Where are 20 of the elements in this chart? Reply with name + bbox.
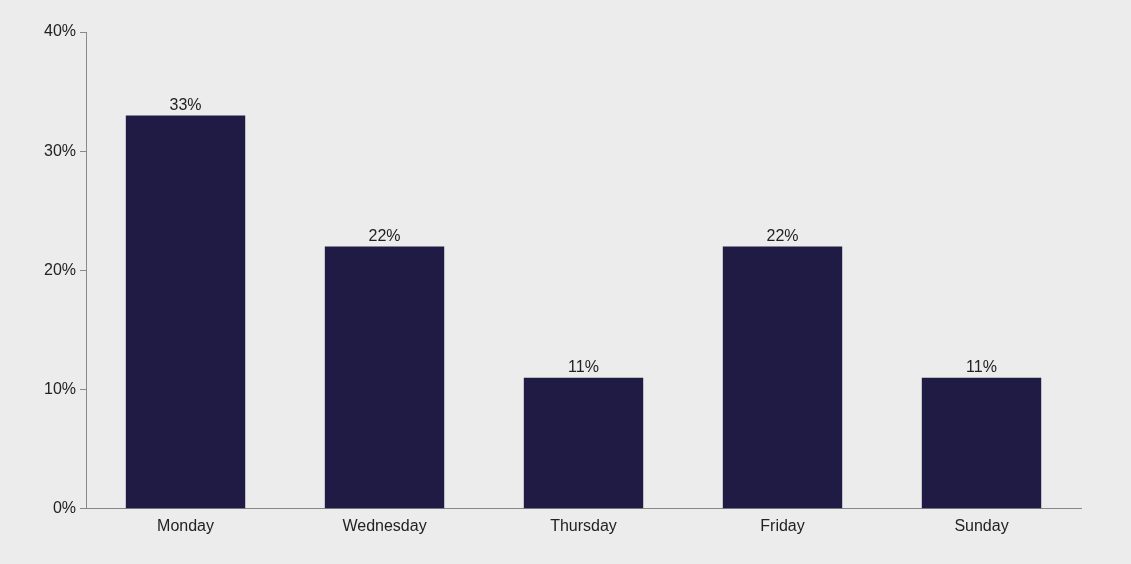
y-tick-label: 10%	[43, 380, 77, 398]
x-tick-label: Wednesday	[342, 516, 427, 534]
bar	[523, 377, 644, 509]
x-tick-label: Sunday	[954, 516, 1009, 534]
y-tick-label: 0%	[52, 499, 77, 517]
data-label: 22%	[368, 226, 401, 244]
data-label: 22%	[766, 226, 799, 244]
data-label: 33%	[169, 95, 202, 113]
bar	[921, 377, 1042, 509]
y-tick-label: 20%	[43, 260, 77, 278]
x-tick-label: Friday	[760, 516, 805, 534]
bar	[125, 115, 246, 509]
y-tick-label: 40%	[43, 22, 77, 40]
x-tick-label: Thursday	[550, 516, 617, 534]
y-tick-label: 30%	[43, 141, 77, 159]
bar	[722, 246, 843, 509]
bar	[324, 246, 445, 509]
data-label: 11%	[568, 358, 599, 376]
data-label: 11%	[966, 358, 997, 376]
x-tick-label: Monday	[157, 516, 214, 534]
